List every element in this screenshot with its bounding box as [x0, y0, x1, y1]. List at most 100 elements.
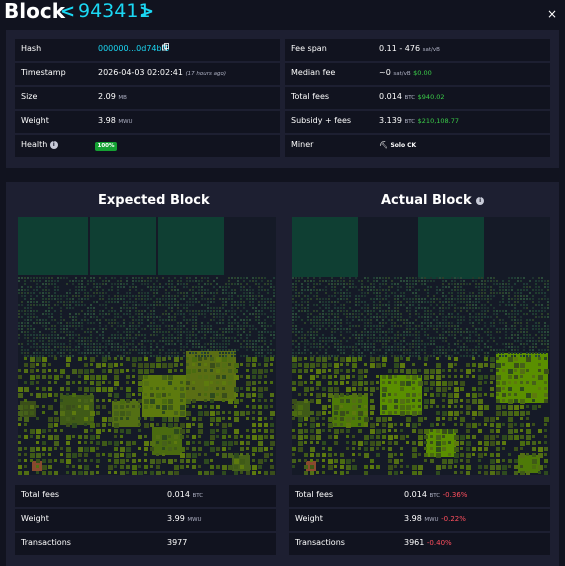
transaction-dot[interactable] [364, 346, 366, 348]
transaction-block[interactable] [216, 411, 220, 415]
transaction-dot[interactable] [457, 340, 459, 342]
transaction-dot[interactable] [84, 304, 86, 306]
transaction-dot[interactable] [42, 325, 44, 327]
transaction-dot[interactable] [204, 355, 206, 357]
transaction-dot[interactable] [322, 289, 324, 291]
transaction-block[interactable] [36, 417, 39, 420]
transaction-dot[interactable] [51, 334, 53, 336]
transaction-dot[interactable] [379, 331, 381, 333]
transaction-dot[interactable] [183, 316, 185, 318]
transaction-block[interactable] [418, 399, 421, 402]
transaction-dot[interactable] [171, 340, 173, 342]
transaction-dot[interactable] [45, 352, 47, 354]
transaction-dot[interactable] [424, 346, 426, 348]
transaction-dot[interactable] [177, 301, 179, 303]
transaction-block[interactable] [430, 435, 433, 438]
transaction-dot[interactable] [81, 322, 83, 324]
transaction-dot[interactable] [415, 340, 417, 342]
transaction-block[interactable] [526, 369, 529, 372]
transaction-dot[interactable] [249, 319, 251, 321]
transaction-dot[interactable] [469, 334, 471, 336]
transaction-block[interactable] [370, 393, 373, 396]
transaction-block[interactable] [304, 423, 307, 426]
transaction-dot[interactable] [406, 277, 408, 279]
transaction-dot[interactable] [54, 340, 56, 342]
transaction-block[interactable] [292, 399, 297, 404]
transaction-block[interactable] [120, 453, 124, 457]
transaction-dot[interactable] [192, 295, 194, 297]
transaction-dot[interactable] [301, 331, 303, 333]
transaction-dot[interactable] [334, 322, 336, 324]
transaction-dot[interactable] [261, 304, 263, 306]
transaction-dot[interactable] [90, 334, 92, 336]
transaction-block[interactable] [346, 447, 349, 450]
transaction-dot[interactable] [213, 319, 215, 321]
transaction-block[interactable] [42, 393, 47, 398]
transaction-dot[interactable] [310, 343, 312, 345]
transaction-dot[interactable] [72, 316, 74, 318]
transaction-dot[interactable] [171, 337, 173, 339]
transaction-dot[interactable] [186, 301, 188, 303]
transaction-dot[interactable] [273, 277, 275, 279]
transaction-block[interactable] [370, 381, 374, 385]
transaction-block[interactable] [496, 453, 500, 457]
transaction-dot[interactable] [231, 322, 233, 324]
transaction-dot[interactable] [319, 307, 321, 309]
transaction-dot[interactable] [358, 340, 360, 342]
transaction-dot[interactable] [249, 343, 251, 345]
transaction-dot[interactable] [225, 298, 227, 300]
transaction-dot[interactable] [252, 295, 254, 297]
transaction-dot[interactable] [301, 340, 303, 342]
transaction-dot[interactable] [511, 286, 513, 288]
transaction-dot[interactable] [138, 298, 140, 300]
transaction-block[interactable] [180, 447, 185, 452]
transaction-dot[interactable] [156, 298, 158, 300]
transaction-block[interactable] [228, 441, 233, 446]
transaction-dot[interactable] [430, 286, 432, 288]
transaction-dot[interactable] [340, 349, 342, 351]
transaction-block[interactable] [394, 405, 398, 409]
transaction-dot[interactable] [48, 295, 50, 297]
transaction-dot[interactable] [433, 307, 435, 309]
transaction-dot[interactable] [307, 280, 309, 282]
transaction-dot[interactable] [475, 331, 477, 333]
transaction-dot[interactable] [490, 331, 492, 333]
transaction-dot[interactable] [514, 340, 516, 342]
transaction-block[interactable] [322, 411, 326, 415]
transaction-dot[interactable] [340, 307, 342, 309]
transaction-block[interactable] [448, 459, 453, 464]
transaction-dot[interactable] [72, 307, 74, 309]
transaction-block[interactable] [90, 381, 94, 385]
transaction-dot[interactable] [427, 334, 429, 336]
transaction-dot[interactable] [30, 292, 32, 294]
transaction-dot[interactable] [355, 295, 357, 297]
transaction-block[interactable] [376, 417, 381, 422]
transaction-dot[interactable] [204, 325, 206, 327]
transaction-dot[interactable] [517, 334, 519, 336]
transaction-dot[interactable] [394, 283, 396, 285]
transaction-dot[interactable] [273, 307, 275, 309]
transaction-dot[interactable] [138, 292, 140, 294]
transaction-dot[interactable] [90, 346, 92, 348]
transaction-dot[interactable] [349, 277, 351, 279]
transaction-dot[interactable] [132, 337, 134, 339]
transaction-dot[interactable] [51, 319, 53, 321]
transaction-block[interactable] [484, 417, 489, 422]
transaction-dot[interactable] [370, 331, 372, 333]
transaction-dot[interactable] [385, 280, 387, 282]
transaction-dot[interactable] [469, 319, 471, 321]
transaction-block[interactable] [150, 387, 153, 390]
transaction-dot[interactable] [349, 355, 351, 357]
transaction-dot[interactable] [475, 298, 477, 300]
transaction-block[interactable] [108, 417, 113, 422]
transaction-dot[interactable] [511, 325, 513, 327]
transaction-block[interactable] [162, 357, 166, 361]
transaction-dot[interactable] [538, 298, 540, 300]
transaction-dot[interactable] [526, 355, 528, 357]
transaction-block[interactable] [60, 369, 65, 374]
transaction-dot[interactable] [42, 343, 44, 345]
transaction-block[interactable] [114, 417, 118, 421]
transaction-dot[interactable] [484, 325, 486, 327]
transaction-block[interactable] [436, 405, 439, 408]
transaction-dot[interactable] [249, 301, 251, 303]
